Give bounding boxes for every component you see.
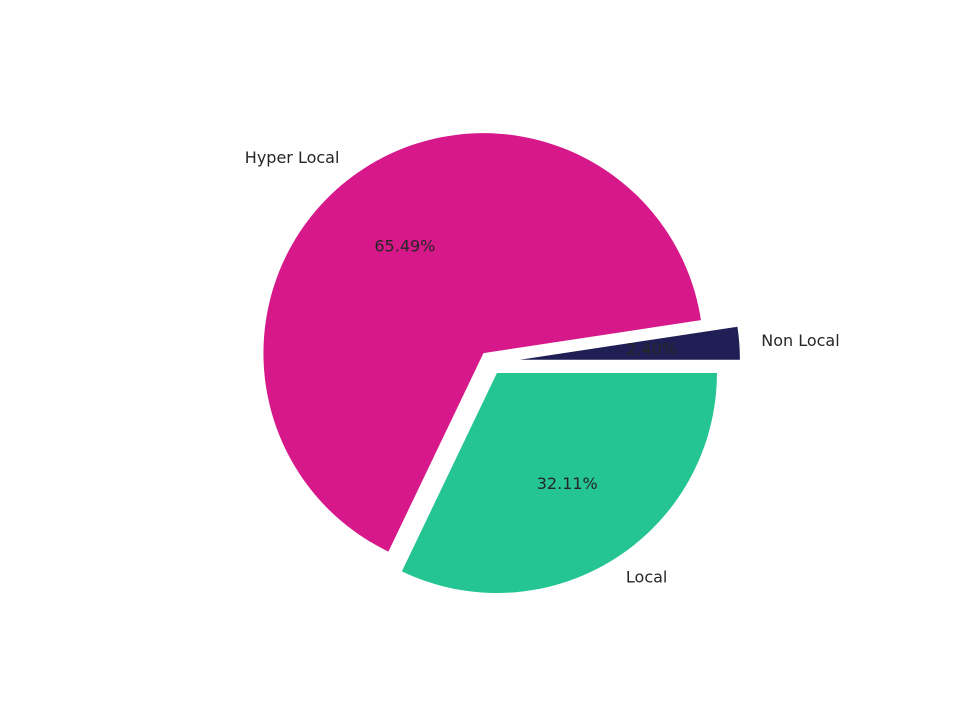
pie-slice <box>519 326 740 360</box>
percent-label: 2.40% <box>626 339 677 358</box>
pie-slice <box>401 373 717 594</box>
slice-label: Local <box>626 567 667 586</box>
slice-label: Non Local <box>761 331 839 350</box>
slice-label: Hyper Local <box>245 148 340 167</box>
pie-slice <box>263 133 701 552</box>
percent-label: 65.49% <box>374 237 435 256</box>
percent-label: 32.11% <box>537 474 598 493</box>
